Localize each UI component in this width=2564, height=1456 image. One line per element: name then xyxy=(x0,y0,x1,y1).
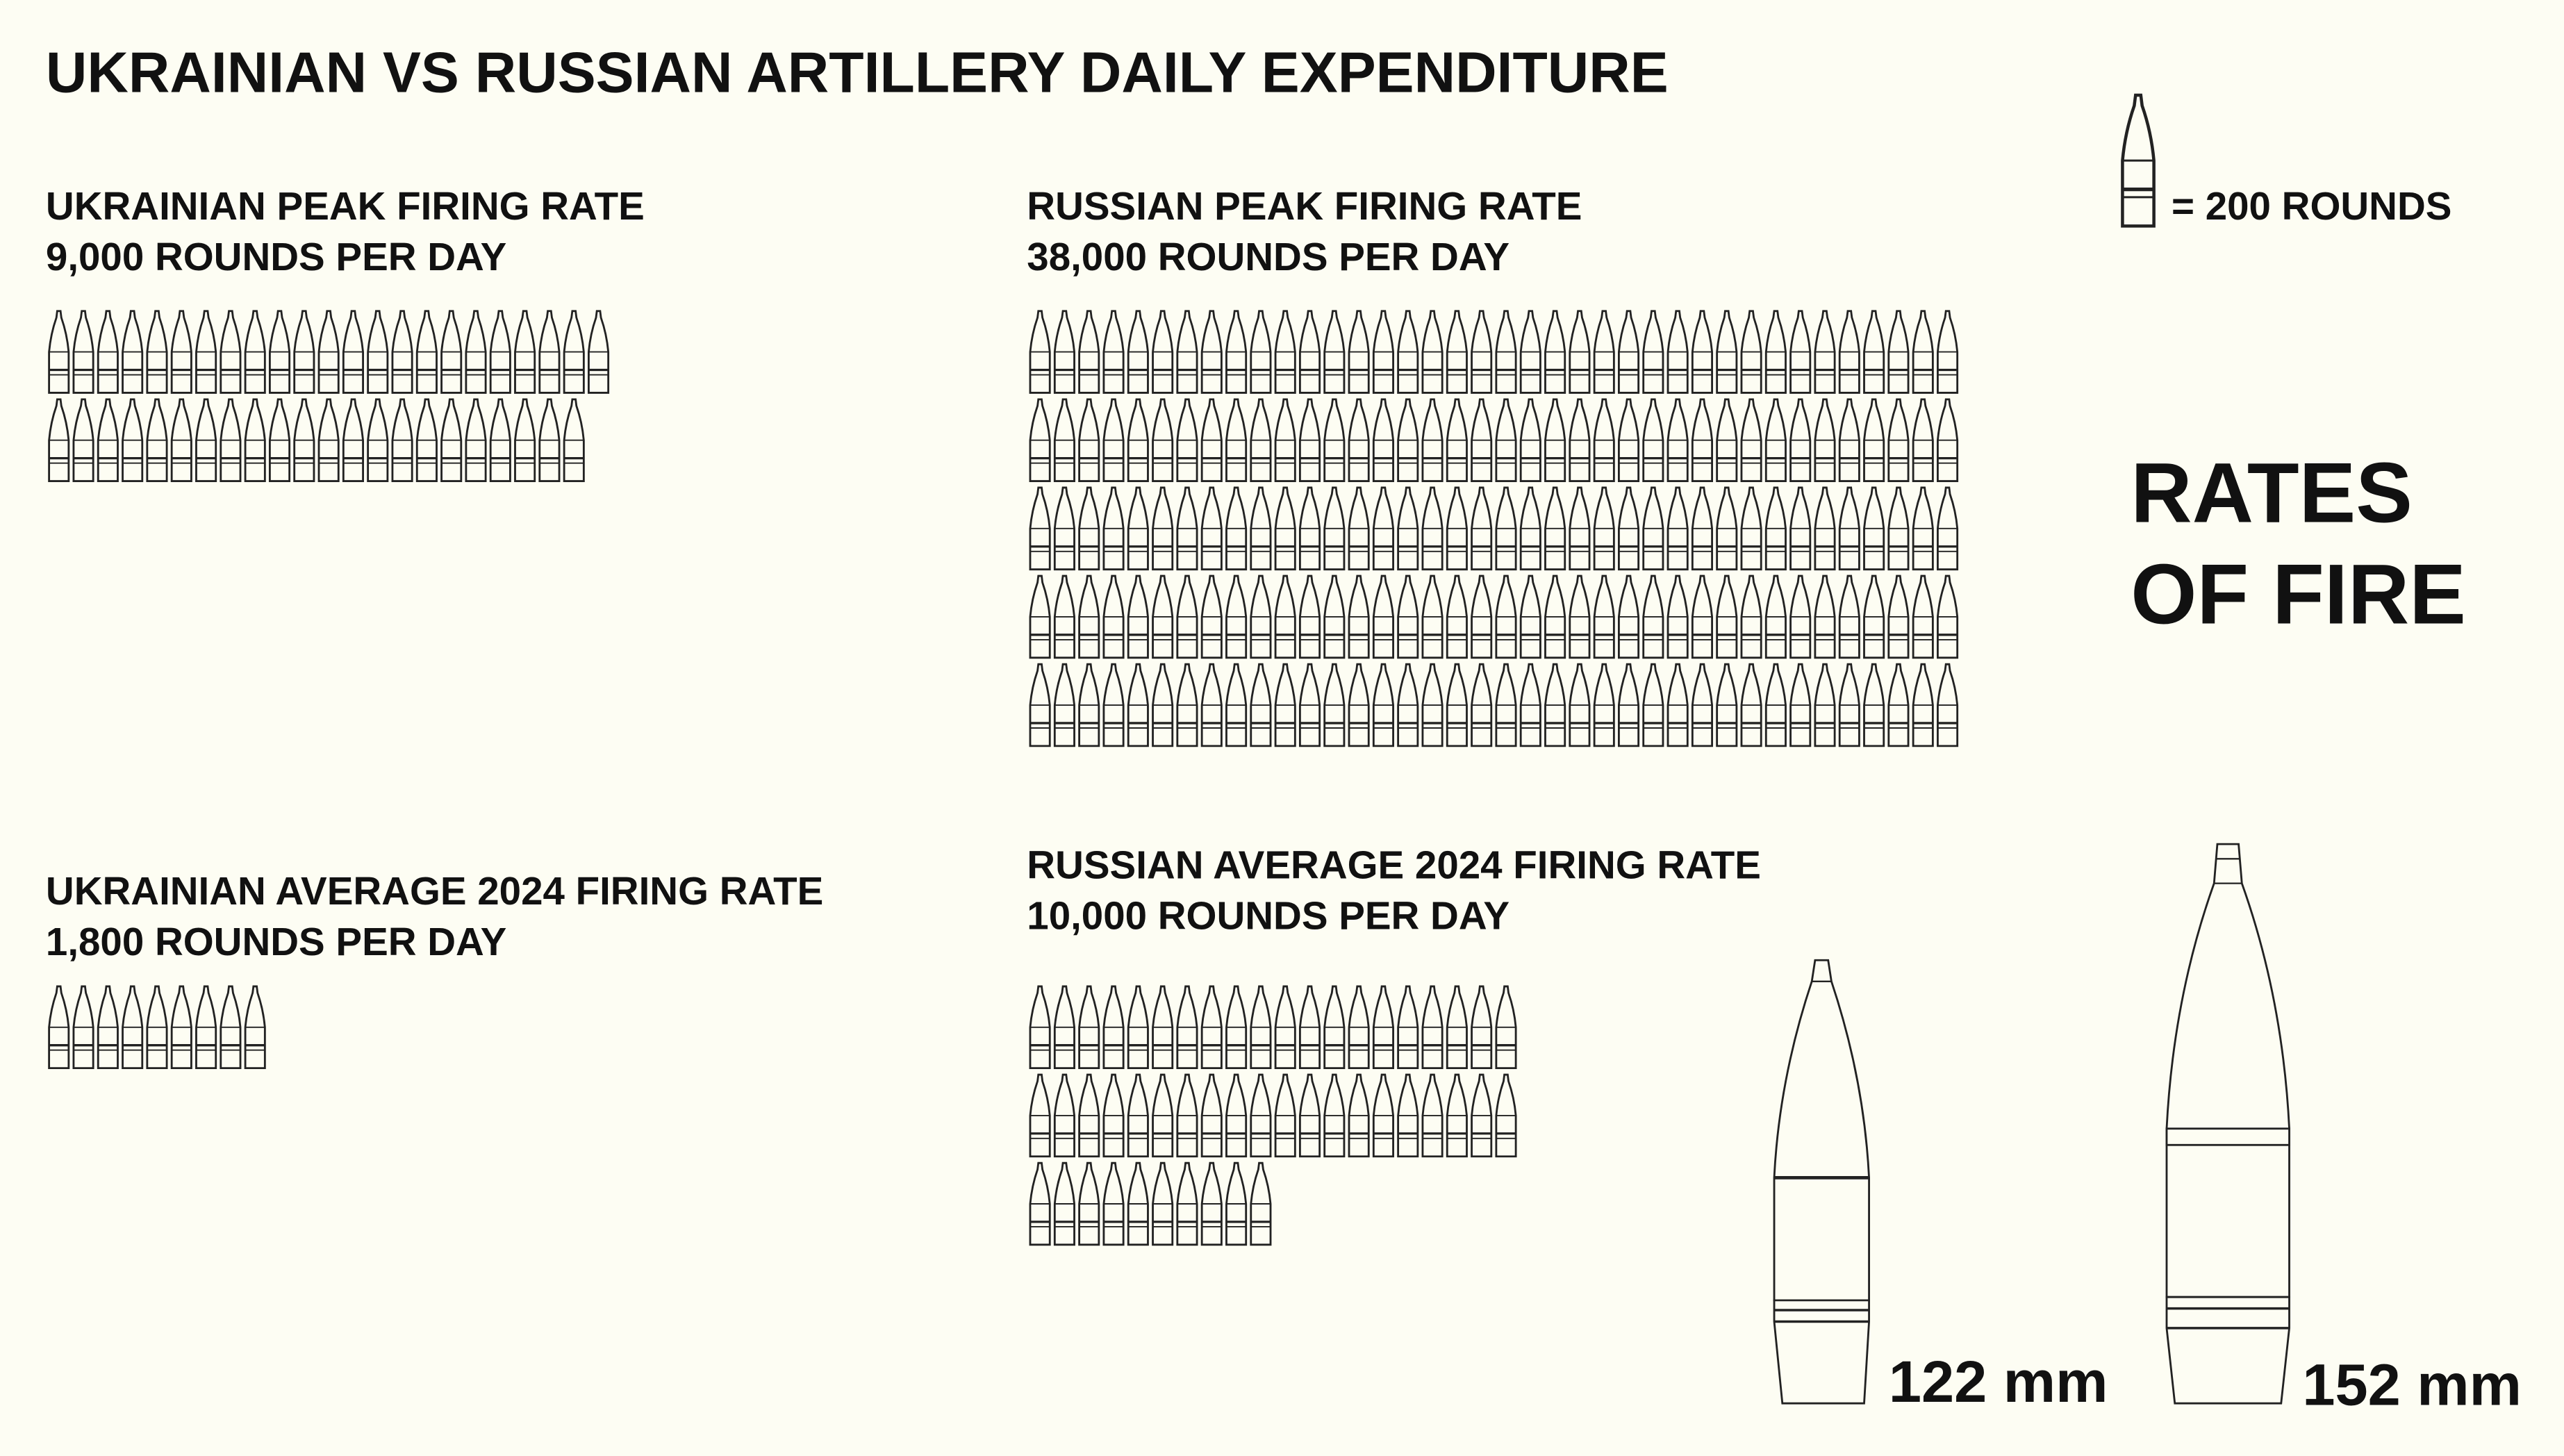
group-title: UKRAINIAN PEAK FIRING RATE xyxy=(46,184,645,228)
shell-label: 152 mm xyxy=(2302,1352,2522,1418)
group-subtitle: 38,000 ROUNDS PER DAY xyxy=(1027,235,1510,279)
side-title: OF FIRE xyxy=(2131,546,2466,641)
group-subtitle: 1,800 ROUNDS PER DAY xyxy=(46,920,506,963)
group-title: RUSSIAN PEAK FIRING RATE xyxy=(1027,184,1582,228)
chart-title: UKRAINIAN VS RUSSIAN ARTILLERY DAILY EXP… xyxy=(46,40,1669,104)
side-title: RATES xyxy=(2131,445,2413,540)
shell-152 xyxy=(2165,843,2290,1405)
group-title: UKRAINIAN AVERAGE 2024 FIRING RATE xyxy=(46,869,823,913)
group-title: RUSSIAN AVERAGE 2024 FIRING RATE xyxy=(1027,843,1761,887)
shell-label: 122 mm xyxy=(1889,1348,2108,1414)
group-subtitle: 9,000 ROUNDS PER DAY xyxy=(46,235,506,279)
legend-label: = 200 ROUNDS xyxy=(2172,184,2451,228)
group-subtitle: 10,000 ROUNDS PER DAY xyxy=(1027,894,1510,938)
shell-122 xyxy=(1773,959,1870,1405)
